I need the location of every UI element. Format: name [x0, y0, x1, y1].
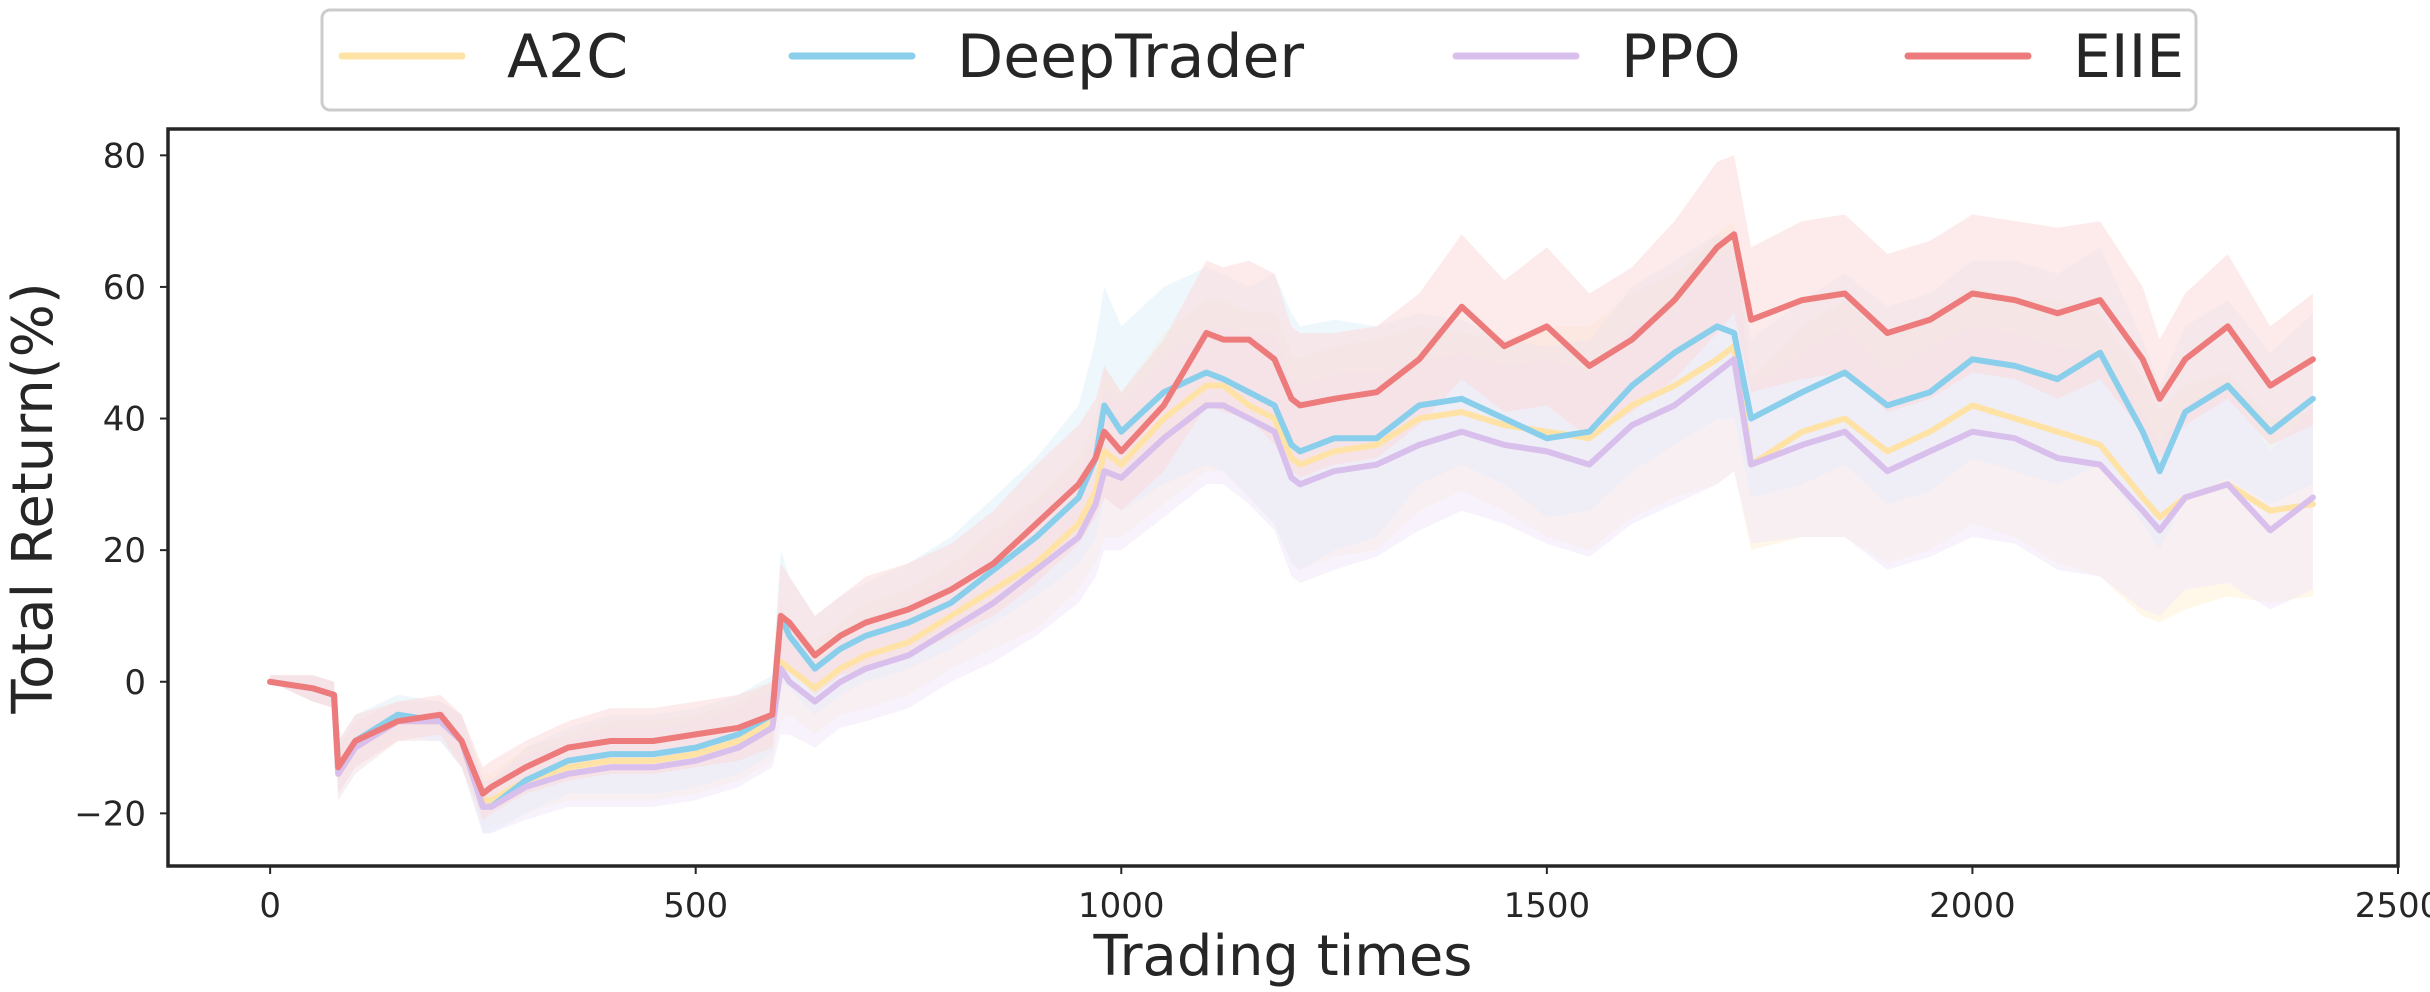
plot-frame — [166, 127, 2400, 868]
line-deeptrader — [267, 323, 2316, 810]
y-tick-label: −20 — [74, 794, 146, 834]
x-tick-label: 2500 — [2355, 886, 2430, 926]
y-tick-label: 20 — [103, 531, 146, 571]
x-tick-label: 500 — [663, 886, 728, 926]
y-tick-label: 0 — [124, 663, 146, 703]
series-lines — [267, 231, 2316, 810]
y-tick-label: 60 — [103, 268, 146, 308]
x-tick-label: 2000 — [1929, 886, 2016, 926]
x-tick-label: 1500 — [1504, 886, 1591, 926]
band-eiie — [270, 155, 2313, 820]
legend-label-ppo: PPO — [1621, 22, 1741, 92]
x-tick-label: 1000 — [1078, 886, 1165, 926]
y-axis: −20 0 20 40 60 80 — [74, 136, 168, 834]
y-tick-label: 80 — [103, 136, 146, 176]
legend-items: A2C DeepTrader PPO EIIE — [338, 22, 2184, 92]
legend-label-a2c: A2C — [507, 22, 628, 92]
legend: A2C DeepTrader PPO EIIE — [320, 8, 2198, 112]
legend-box — [320, 8, 2198, 112]
x-axis: 0 500 1000 1500 2000 2500 — [259, 866, 2430, 926]
legend-label-deeptrader: DeepTrader — [957, 22, 1304, 92]
y-tick-label: 40 — [103, 400, 146, 440]
x-axis-title: Trading times — [1093, 924, 1473, 989]
line-ppo — [267, 356, 2316, 810]
line-eiie — [267, 231, 2316, 797]
y-axis-title: Total Return(%) — [1, 282, 66, 714]
legend-label-eiie: EIIE — [2073, 22, 2184, 92]
x-tick-label: 0 — [259, 886, 281, 926]
